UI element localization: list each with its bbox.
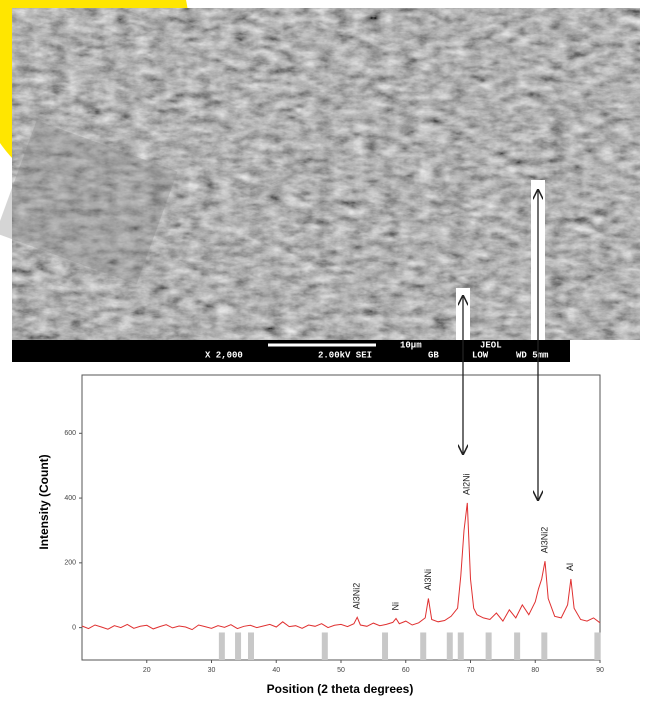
reference-stick [486,632,492,660]
peak-label: Al3Ni2 [539,527,549,554]
plot-frame [82,375,600,660]
peak-label: Al3Ni [423,569,433,591]
y-axis-label: Intensity (Count) [37,454,51,549]
info: LOW [472,350,489,360]
scale-label: 10µm [400,340,422,350]
brand: JEOL [480,340,502,350]
y-tick-label: 600 [64,430,76,437]
x-tick-label: 40 [272,667,280,674]
info: X 2,000 [205,350,243,360]
reference-stick [248,632,254,660]
x-tick-label: 50 [337,667,345,674]
figure: 10µm JEOL X 2,000 2.00kV SEI GB LOW WD 5… [0,0,655,703]
info: 2.00kV SEI [318,350,372,360]
reference-stick [541,632,547,660]
peak-label: Al [565,563,575,571]
y-tick-label: 400 [64,495,76,502]
peak-label: Al3Ni2 [352,583,362,610]
y-tick-label: 200 [64,560,76,567]
reference-stick [235,632,241,660]
peak-label: Al2Ni [462,473,472,495]
reference-stick [458,632,464,660]
reference-stick [514,632,520,660]
reference-stick [382,632,388,660]
reference-stick [219,632,225,660]
x-tick-label: 90 [596,667,604,674]
x-axis-label: Position (2 theta degrees) [267,682,414,696]
x-tick-label: 70 [467,667,475,674]
reference-stick [322,632,328,660]
info: GB [428,350,439,360]
reference-stick [447,632,453,660]
info: WD 5mm [516,350,549,360]
peak-label: Ni [390,602,400,611]
reference-stick [594,632,600,660]
reference-stick [420,632,426,660]
y-tick-label: 0 [72,624,76,631]
x-tick-label: 80 [531,667,539,674]
x-tick-label: 30 [208,667,216,674]
x-tick-label: 20 [143,667,151,674]
x-tick-label: 60 [402,667,410,674]
